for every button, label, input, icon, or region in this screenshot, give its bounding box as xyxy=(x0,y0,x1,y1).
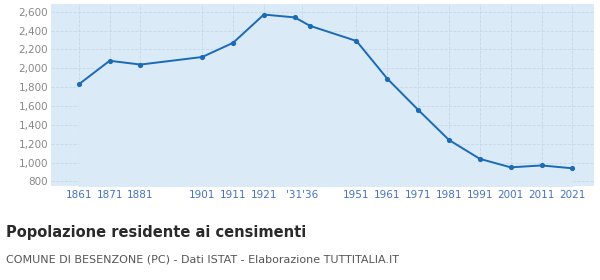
Point xyxy=(506,165,515,170)
Point xyxy=(197,55,207,59)
Point xyxy=(352,39,361,43)
Point xyxy=(228,41,238,45)
Point xyxy=(444,138,454,142)
Point xyxy=(382,76,392,81)
Point xyxy=(136,62,145,67)
Point xyxy=(537,163,547,168)
Point xyxy=(413,108,423,112)
Point xyxy=(290,15,299,20)
Point xyxy=(259,12,269,17)
Point xyxy=(105,59,115,63)
Point xyxy=(568,166,577,171)
Point xyxy=(475,157,485,161)
Point xyxy=(74,82,83,87)
Point xyxy=(305,24,315,28)
Text: Popolazione residente ai censimenti: Popolazione residente ai censimenti xyxy=(6,225,306,241)
Text: COMUNE DI BESENZONE (PC) - Dati ISTAT - Elaborazione TUTTITALIA.IT: COMUNE DI BESENZONE (PC) - Dati ISTAT - … xyxy=(6,255,399,265)
